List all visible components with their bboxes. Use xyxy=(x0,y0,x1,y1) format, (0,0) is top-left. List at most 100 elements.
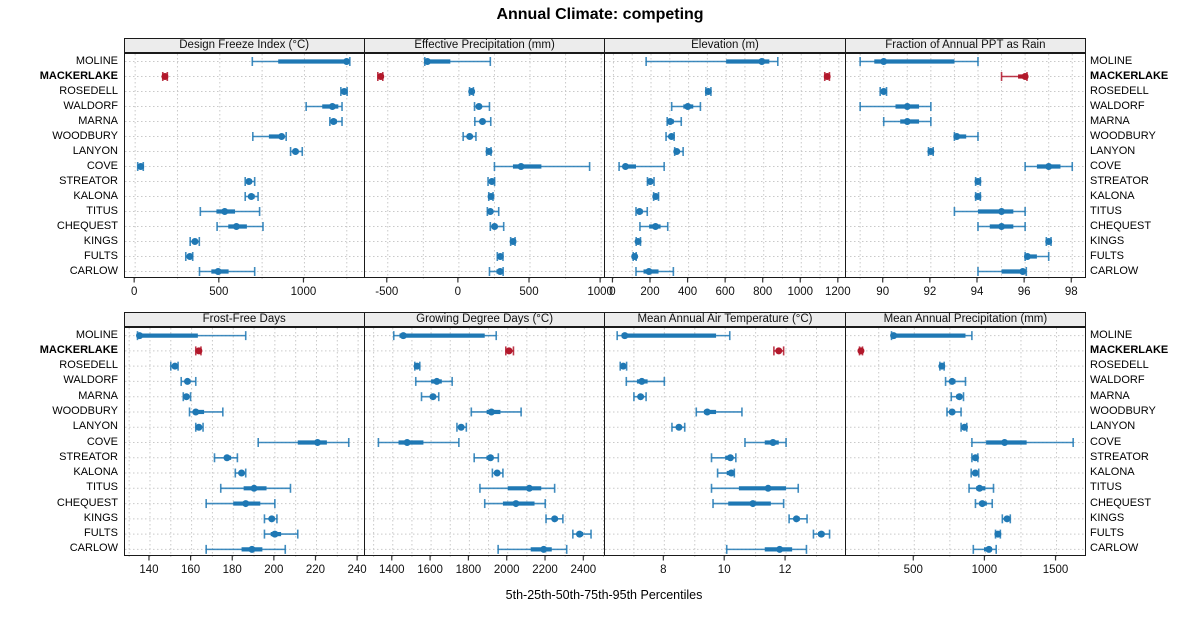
row-label-left: FULTS xyxy=(83,527,118,540)
percentile-glyph xyxy=(945,407,962,417)
panel-strip-title: Frost-Free Days xyxy=(123,312,365,327)
row-label-left: COVE xyxy=(86,159,118,172)
panel-plot xyxy=(844,327,1087,557)
percentile-glyph xyxy=(263,529,299,539)
x-tick-label: 2000 xyxy=(494,564,520,576)
percentile-glyph xyxy=(470,407,522,417)
percentile-glyph xyxy=(496,252,504,261)
percentile-glyph xyxy=(263,514,278,524)
percentile-caption: 5th-25th-50th-75th-95th Percentiles xyxy=(505,588,703,602)
percentile-glyph xyxy=(631,252,639,261)
percentile-glyph xyxy=(859,102,932,111)
x-tick-label: 1000 xyxy=(971,564,997,576)
percentile-glyph xyxy=(616,331,731,341)
x-tick-label: 0 xyxy=(455,286,461,298)
percentile-glyph xyxy=(414,376,453,386)
percentile-glyph xyxy=(485,147,493,156)
x-tick-label: 800 xyxy=(753,286,772,298)
percentile-glyph xyxy=(994,529,1002,539)
row-label-right: LANYON xyxy=(1090,144,1136,157)
percentile-glyph xyxy=(967,483,994,493)
panel-strip-title: Growing Degree Days (°C) xyxy=(363,312,606,327)
percentile-glyph xyxy=(976,222,1026,231)
panel-plot xyxy=(363,327,606,557)
row-label-left: WOODBURY xyxy=(52,404,118,417)
row-label-right: MACKERLAKE xyxy=(1090,343,1169,356)
row-label-right: TITUS xyxy=(1090,204,1122,217)
row-label-left: ROSEDELL xyxy=(59,84,118,97)
panel-x-axis: 1400 1600 1800 2000 2200 2400 xyxy=(364,556,605,578)
panel-canvas xyxy=(124,54,365,279)
row-label-right: COVE xyxy=(1090,159,1122,172)
x-tick-label: 220 xyxy=(305,564,324,576)
percentile-glyph xyxy=(169,361,179,371)
x-tick-label: -500 xyxy=(375,286,398,298)
x-tick-label: 600 xyxy=(716,286,735,298)
row-label-left: KALONA xyxy=(73,466,118,479)
percentile-glyph xyxy=(456,422,468,432)
percentile-glyph xyxy=(711,483,800,493)
percentile-glyph xyxy=(618,162,666,171)
percentile-glyph xyxy=(671,422,686,432)
panel-strip-title: Mean Annual Precipitation (mm) xyxy=(844,312,1087,327)
percentile-glyph xyxy=(773,346,785,356)
row-label-left: MOLINE xyxy=(75,328,118,341)
percentile-glyph xyxy=(473,453,500,463)
percentile-glyph xyxy=(392,331,497,341)
percentile-glyph xyxy=(199,207,260,216)
percentile-glyph xyxy=(423,57,492,66)
percentile-glyph xyxy=(812,529,831,539)
percentile-glyph xyxy=(927,147,935,156)
percentile-glyph xyxy=(705,87,713,96)
row-label-left: CARLOW xyxy=(69,264,118,277)
row-label-right: TITUS xyxy=(1090,481,1122,494)
x-tick-label: 98 xyxy=(1065,286,1078,298)
panel-plot xyxy=(604,327,846,557)
percentile-glyph xyxy=(974,192,982,201)
percentile-glyph xyxy=(974,177,982,186)
panel-strip-title: Fraction of Annual PPT as Rain xyxy=(844,38,1087,53)
percentile-glyph xyxy=(486,207,500,216)
row-label-right: KINGS xyxy=(1090,511,1125,524)
percentile-glyph xyxy=(1044,237,1052,246)
row-label-right: FULTS xyxy=(1090,527,1125,540)
row-label-left: CHEQUEST xyxy=(56,496,118,509)
percentile-glyph xyxy=(462,132,477,141)
panel-canvas xyxy=(845,328,1087,557)
x-tick-label: 500 xyxy=(519,286,538,298)
percentile-glyph xyxy=(879,87,888,96)
row-label-right: WALDORF xyxy=(1090,374,1145,387)
x-tick-label: 200 xyxy=(641,286,660,298)
percentile-glyph xyxy=(483,499,546,509)
row-label-right: KALONA xyxy=(1090,189,1135,202)
percentile-glyph xyxy=(857,346,865,356)
row-label-right: MARNA xyxy=(1090,389,1130,402)
row-label-right: CHEQUEST xyxy=(1090,219,1152,232)
percentile-glyph xyxy=(639,222,669,231)
percentile-glyph xyxy=(256,438,350,447)
x-tick-label: 2200 xyxy=(532,564,558,576)
x-tick-label: 1500 xyxy=(1042,564,1068,576)
percentile-glyph xyxy=(219,483,291,493)
percentile-glyph xyxy=(952,132,979,141)
row-label-left: ROSEDELL xyxy=(59,359,118,372)
percentile-glyph xyxy=(251,57,351,66)
percentile-glyph xyxy=(671,102,702,111)
percentile-glyph xyxy=(136,162,144,171)
row-label-left: LANYON xyxy=(72,420,118,433)
percentile-glyph xyxy=(251,132,287,141)
percentile-glyph xyxy=(493,162,591,171)
x-tick-label: 1200 xyxy=(825,286,851,298)
percentile-glyph xyxy=(479,483,556,493)
panel-canvas xyxy=(124,328,365,557)
x-tick-label: 1000 xyxy=(290,286,316,298)
row-label-right: STREATOR xyxy=(1090,450,1149,463)
percentile-glyph xyxy=(571,529,592,539)
percentile-glyph xyxy=(420,392,440,402)
percentile-glyph xyxy=(726,544,808,554)
panel-plot xyxy=(123,327,365,557)
panel-canvas xyxy=(605,54,846,279)
x-tick-label: 94 xyxy=(970,286,983,298)
percentile-glyph xyxy=(1023,252,1050,261)
